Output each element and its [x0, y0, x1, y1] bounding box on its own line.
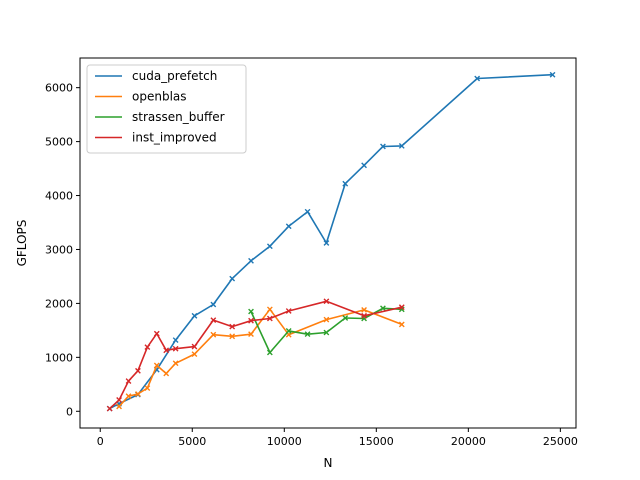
- series-inst-improved: [106, 298, 405, 412]
- data-point-marker: [398, 321, 405, 328]
- y-tick-label: 0: [66, 405, 73, 418]
- data-point-marker: [153, 362, 160, 369]
- legend-label: inst_improved: [132, 131, 217, 145]
- data-point-marker: [229, 333, 236, 340]
- data-point-marker: [323, 316, 330, 323]
- data-point-marker: [191, 343, 198, 350]
- data-point-marker: [163, 347, 170, 354]
- data-point-marker: [248, 317, 254, 324]
- legend: cuda_prefetch openblas strassen_bufferinst…: [86, 64, 247, 154]
- x-tick-label: 15000: [359, 435, 394, 448]
- data-point-marker: [210, 301, 217, 308]
- data-point-marker: [342, 180, 349, 187]
- data-point-marker: [135, 367, 141, 374]
- series-group: [106, 71, 556, 412]
- legend-label: strassen_buffer: [132, 110, 225, 124]
- x-axis-label: N: [324, 456, 333, 470]
- x-tick-label: 5000: [178, 435, 206, 448]
- data-point-marker: [266, 306, 273, 313]
- data-point-marker: [125, 393, 132, 400]
- data-point-marker: [163, 370, 170, 377]
- data-point-marker: [266, 315, 273, 322]
- data-point-marker: [248, 257, 254, 264]
- data-point-marker: [172, 360, 179, 367]
- x-tick-label: 0: [97, 435, 104, 448]
- data-point-marker: [125, 378, 132, 384]
- data-point-marker: [106, 405, 113, 412]
- data-point-marker: [144, 385, 151, 391]
- y-tick-label: 6000: [45, 82, 73, 95]
- y-tick-label: 3000: [45, 243, 73, 256]
- data-point-marker: [144, 344, 151, 350]
- data-point-marker: [361, 312, 367, 319]
- x-axis-ticks: 0 5000 10000 15000 20000 25000: [97, 428, 578, 448]
- data-point-marker: [153, 330, 160, 337]
- data-point-marker: [248, 308, 254, 315]
- data-point-marker: [474, 75, 481, 82]
- data-point-marker: [549, 71, 556, 78]
- data-point-marker: [323, 298, 330, 305]
- data-point-marker: [172, 345, 179, 352]
- data-point-marker: [323, 329, 330, 336]
- legend-label: openblas: [132, 90, 187, 104]
- data-point-marker: [380, 143, 386, 150]
- data-point-marker: [304, 208, 311, 215]
- y-tick-label: 2000: [45, 297, 73, 310]
- data-point-marker: [285, 328, 292, 334]
- data-point-marker: [210, 317, 217, 324]
- series-line: [118, 308, 403, 407]
- data-point-marker: [229, 275, 236, 282]
- data-point-marker: [172, 337, 179, 343]
- data-point-marker: [398, 143, 405, 149]
- legend-label: cuda_prefetch: [132, 69, 217, 83]
- data-point-marker: [191, 312, 198, 319]
- data-point-marker: [266, 243, 273, 250]
- x-tick-label: 10000: [267, 435, 302, 448]
- data-point-marker: [323, 240, 330, 246]
- x-tick-label: 20000: [451, 435, 486, 448]
- y-axis-ticks: 0 1000 2000 3000 4000 5000 6000: [45, 82, 80, 418]
- data-point-marker: [248, 331, 254, 338]
- y-axis-label: GFLOPS: [15, 220, 29, 267]
- data-point-marker: [361, 162, 367, 169]
- data-point-marker: [116, 397, 122, 403]
- y-tick-label: 1000: [45, 351, 73, 364]
- data-point-marker: [285, 223, 292, 230]
- series-strassen-buffer: [248, 305, 405, 356]
- data-point-marker: [398, 304, 405, 311]
- legend-box: [86, 64, 247, 154]
- y-tick-label: 4000: [45, 190, 73, 203]
- data-point-marker: [342, 315, 349, 321]
- data-point-marker: [191, 351, 198, 358]
- data-point-marker: [229, 323, 236, 330]
- series-openblas: [116, 306, 405, 410]
- y-tick-label: 5000: [45, 136, 73, 149]
- data-point-marker: [380, 305, 386, 312]
- data-point-marker: [116, 403, 122, 410]
- data-point-marker: [135, 391, 141, 397]
- data-point-marker: [361, 306, 367, 313]
- data-point-marker: [266, 349, 273, 356]
- x-tick-label: 25000: [543, 435, 578, 448]
- data-point-marker: [285, 308, 292, 314]
- data-point-marker: [210, 331, 217, 338]
- data-point-marker: [304, 331, 311, 338]
